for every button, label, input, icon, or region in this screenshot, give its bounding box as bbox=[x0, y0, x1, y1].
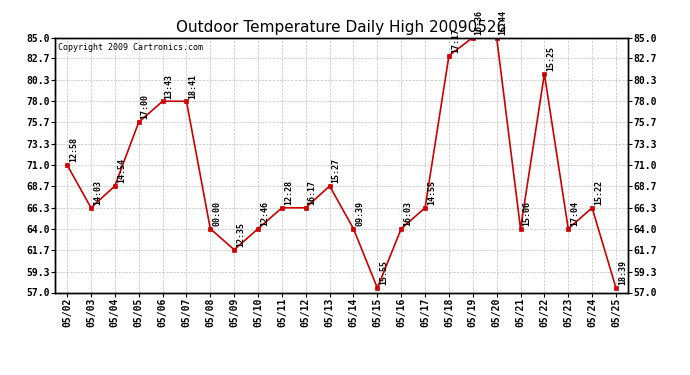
Text: Copyright 2009 Cartronics.com: Copyright 2009 Cartronics.com bbox=[58, 43, 203, 52]
Text: 12:46: 12:46 bbox=[260, 201, 269, 226]
Text: 17:17: 17:17 bbox=[451, 28, 460, 53]
Text: 00:00: 00:00 bbox=[213, 201, 221, 226]
Text: 16:03: 16:03 bbox=[403, 201, 412, 226]
Text: 12:58: 12:58 bbox=[69, 137, 78, 162]
Text: 15:22: 15:22 bbox=[594, 180, 603, 205]
Text: 15:06: 15:06 bbox=[522, 201, 531, 226]
Text: 12:28: 12:28 bbox=[284, 180, 293, 205]
Text: 16:17: 16:17 bbox=[308, 180, 317, 205]
Text: 15:27: 15:27 bbox=[331, 158, 341, 183]
Text: 15:44: 15:44 bbox=[499, 10, 508, 35]
Title: Outdoor Temperature Daily High 20090526: Outdoor Temperature Daily High 20090526 bbox=[177, 20, 506, 35]
Text: 15:25: 15:25 bbox=[546, 46, 555, 71]
Text: 12:35: 12:35 bbox=[236, 222, 245, 247]
Text: 17:00: 17:00 bbox=[141, 94, 150, 120]
Text: 17:04: 17:04 bbox=[570, 201, 579, 226]
Text: 09:39: 09:39 bbox=[355, 201, 364, 226]
Text: 18:39: 18:39 bbox=[618, 260, 627, 285]
Text: 16:36: 16:36 bbox=[475, 10, 484, 35]
Text: 13:43: 13:43 bbox=[164, 74, 173, 99]
Text: 14:03: 14:03 bbox=[93, 180, 102, 205]
Text: 15:55: 15:55 bbox=[380, 260, 388, 285]
Text: 14:54: 14:54 bbox=[117, 158, 126, 183]
Text: 18:41: 18:41 bbox=[188, 74, 197, 99]
Text: 14:55: 14:55 bbox=[427, 180, 436, 205]
